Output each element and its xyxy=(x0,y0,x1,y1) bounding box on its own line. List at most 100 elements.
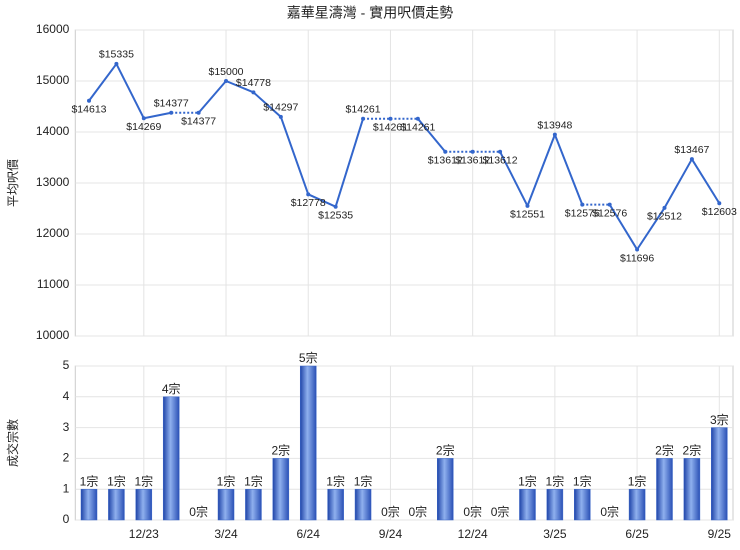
line-segment xyxy=(143,111,172,120)
y-tick-label: 11000 xyxy=(37,277,70,291)
line-segment xyxy=(115,63,145,119)
point xyxy=(443,149,448,154)
bar xyxy=(437,458,454,521)
line-segment xyxy=(499,151,529,207)
line-segment xyxy=(663,158,693,209)
x-tick-label: 6/25 xyxy=(625,527,649,541)
point xyxy=(141,116,146,121)
value-label: $13612 xyxy=(483,155,518,167)
value-label: $12778 xyxy=(291,197,326,209)
line-segment xyxy=(252,91,282,118)
value-label: $12512 xyxy=(647,211,682,223)
value-label: 2宗 xyxy=(655,443,674,458)
value-label: 4宗 xyxy=(162,381,181,396)
value-label: 2宗 xyxy=(271,443,290,458)
line-segment xyxy=(636,207,666,251)
x-tick-label: 12/23 xyxy=(129,527,159,541)
line-segment xyxy=(553,134,584,205)
value-label: 1宗 xyxy=(107,473,126,488)
bar xyxy=(162,396,180,521)
line-segment xyxy=(691,158,721,204)
value-label: 3宗 xyxy=(710,412,729,427)
value-label: $14377 xyxy=(181,116,216,128)
bar xyxy=(656,458,673,521)
x-tick-label: 9/24 xyxy=(379,527,403,541)
bar xyxy=(546,488,564,521)
point xyxy=(87,98,92,103)
value-label: 0宗 xyxy=(491,504,510,519)
y-tick-label: 5 xyxy=(63,358,70,372)
bar xyxy=(272,458,290,521)
value-label: 1宗 xyxy=(628,473,647,488)
line-segment xyxy=(88,63,118,102)
x-tick-label: 12/24 xyxy=(458,527,488,541)
y-tick-label: 0 xyxy=(63,512,70,526)
line-segment xyxy=(225,80,254,94)
point xyxy=(689,157,694,162)
value-label: 1宗 xyxy=(518,473,537,488)
point xyxy=(388,116,393,121)
y-tick-label: 15000 xyxy=(36,73,70,87)
value-label: $11696 xyxy=(620,252,654,264)
line-segment xyxy=(417,118,447,153)
point xyxy=(470,149,475,154)
bar xyxy=(683,458,701,521)
value-label: 0宗 xyxy=(381,504,400,519)
line-segment xyxy=(608,204,638,251)
value-label: $15000 xyxy=(208,66,243,78)
value-label: $14261 xyxy=(373,121,408,133)
value-label: 1宗 xyxy=(573,473,592,488)
point xyxy=(498,149,503,154)
value-label: $13612 xyxy=(428,155,463,167)
value-label: 1宗 xyxy=(354,473,373,488)
x-tick-label: 3/25 xyxy=(543,527,567,541)
line-segment xyxy=(307,193,337,208)
y-axis-label: 平均呎價 xyxy=(6,159,20,207)
bar xyxy=(519,488,536,521)
bar xyxy=(711,427,728,521)
value-label: $15335 xyxy=(99,49,134,61)
x-tick-label: 3/24 xyxy=(214,527,238,541)
value-label: $14261 xyxy=(346,103,381,115)
point xyxy=(607,202,612,207)
value-label: 2宗 xyxy=(436,443,455,458)
bar xyxy=(135,488,153,521)
point xyxy=(251,90,256,95)
point xyxy=(361,116,366,121)
bar xyxy=(108,488,125,521)
y-tick-label: 12000 xyxy=(36,226,70,240)
point xyxy=(169,110,174,115)
y-tick-label: 2 xyxy=(63,451,70,465)
point xyxy=(224,79,229,83)
value-label: 0宗 xyxy=(463,504,482,519)
point xyxy=(635,247,640,252)
bar xyxy=(574,488,591,521)
y-tick-label: 4 xyxy=(63,389,70,403)
bar xyxy=(217,488,235,521)
point xyxy=(196,110,201,115)
value-label: 1宗 xyxy=(80,473,99,488)
point xyxy=(580,202,585,207)
point xyxy=(278,114,283,119)
value-label: $14269 xyxy=(126,121,161,133)
point xyxy=(333,204,338,209)
bar xyxy=(80,488,98,521)
value-label: 1宗 xyxy=(134,473,153,488)
y-axis-label: 成交宗數 xyxy=(5,419,20,467)
line-segment xyxy=(334,118,364,208)
chart-title: 嘉華星濤灣 - 實用呎價走勢 xyxy=(287,5,453,21)
value-label: 2宗 xyxy=(683,443,702,458)
value-label: $13612 xyxy=(455,155,490,167)
value-label: 0宗 xyxy=(409,504,428,519)
value-label: $12576 xyxy=(565,207,600,219)
point xyxy=(306,192,311,197)
value-label: $14613 xyxy=(71,104,106,116)
line-segment xyxy=(526,134,556,207)
point xyxy=(415,116,420,121)
value-label: $12551 xyxy=(510,209,545,221)
point xyxy=(114,61,119,66)
point xyxy=(552,132,557,137)
value-label: $14261 xyxy=(400,121,435,133)
value-label: $14377 xyxy=(154,98,189,110)
